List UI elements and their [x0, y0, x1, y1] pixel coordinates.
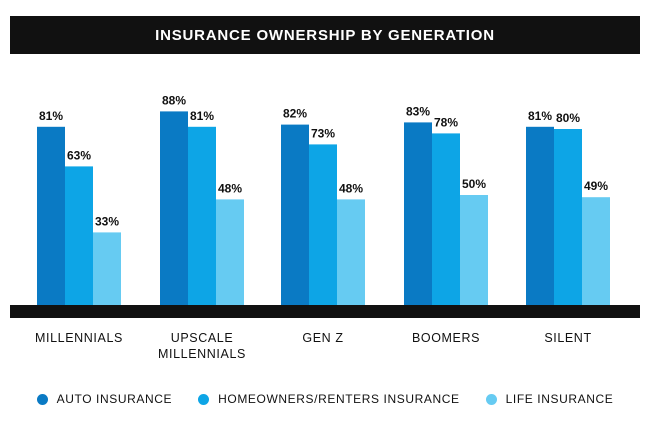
data-label-0-1: 63% — [67, 148, 91, 162]
category-label-2: GEN Z — [302, 331, 343, 345]
bar-2-1 — [309, 144, 337, 305]
legend-label-life: LIFE INSURANCE — [505, 392, 614, 406]
data-label-3-1: 78% — [434, 115, 458, 129]
chart-title-bar: INSURANCE OWNERSHIP BY GENERATION — [10, 16, 640, 54]
chart-title: INSURANCE OWNERSHIP BY GENERATION — [155, 26, 495, 44]
data-label-2-0: 82% — [283, 107, 307, 121]
legend-swatch-life — [485, 393, 497, 405]
bar-1-1 — [188, 126, 216, 305]
legend-item-homeowners: HOMEOWNERS/RENTERS INSURANCE — [198, 392, 459, 406]
data-label-4-0: 81% — [528, 109, 552, 123]
legend-item-life: LIFE INSURANCE — [485, 392, 614, 406]
bar-2-2 — [337, 199, 365, 305]
legend-label-auto: AUTO INSURANCE — [56, 392, 173, 406]
bar-3-2 — [460, 195, 488, 305]
data-label-4-1: 80% — [556, 111, 580, 125]
legend-item-auto: AUTO INSURANCE — [36, 392, 173, 406]
bar-4-2 — [582, 197, 610, 305]
bar-4-0 — [526, 126, 554, 305]
bar-1-2 — [216, 199, 244, 305]
bar-4-1 — [554, 129, 582, 305]
data-label-4-2: 49% — [584, 179, 608, 193]
bar-2-0 — [281, 124, 309, 305]
chart-legend: AUTO INSURANCE HOMEOWNERS/RENTERS INSURA… — [0, 392, 650, 406]
data-label-3-0: 83% — [406, 104, 430, 118]
data-label-1-1: 81% — [190, 109, 214, 123]
data-label-3-2: 50% — [462, 177, 486, 191]
data-label-2-1: 73% — [311, 126, 335, 140]
bar-0-2 — [93, 232, 121, 305]
category-label-0: MILLENNIALS — [35, 331, 123, 345]
category-label-3: BOOMERS — [412, 331, 480, 345]
legend-swatch-homeowners — [198, 393, 210, 405]
data-label-0-2: 33% — [95, 214, 119, 228]
bar-0-1 — [65, 166, 93, 305]
data-label-0-0: 81% — [39, 109, 63, 123]
bar-3-0 — [404, 122, 432, 306]
legend-label-homeowners: HOMEOWNERS/RENTERS INSURANCE — [218, 392, 460, 406]
category-label-4: SILENT — [544, 331, 591, 345]
category-label-1: UPSCALE MILLENNIALS — [158, 331, 246, 361]
data-label-2-2: 48% — [339, 181, 363, 195]
bar-chart: 81% 63% 33% MILLENNIALS 88% 81% 48% UPSCALE MILL… — [10, 93, 640, 361]
data-label-1-0: 88% — [162, 93, 186, 107]
bar-3-1 — [432, 133, 460, 305]
legend-swatch-auto — [36, 393, 48, 405]
data-label-1-2: 48% — [218, 181, 242, 195]
bar-1-0 — [160, 111, 188, 306]
bar-0-0 — [37, 126, 65, 305]
x-axis-bar — [10, 305, 640, 318]
